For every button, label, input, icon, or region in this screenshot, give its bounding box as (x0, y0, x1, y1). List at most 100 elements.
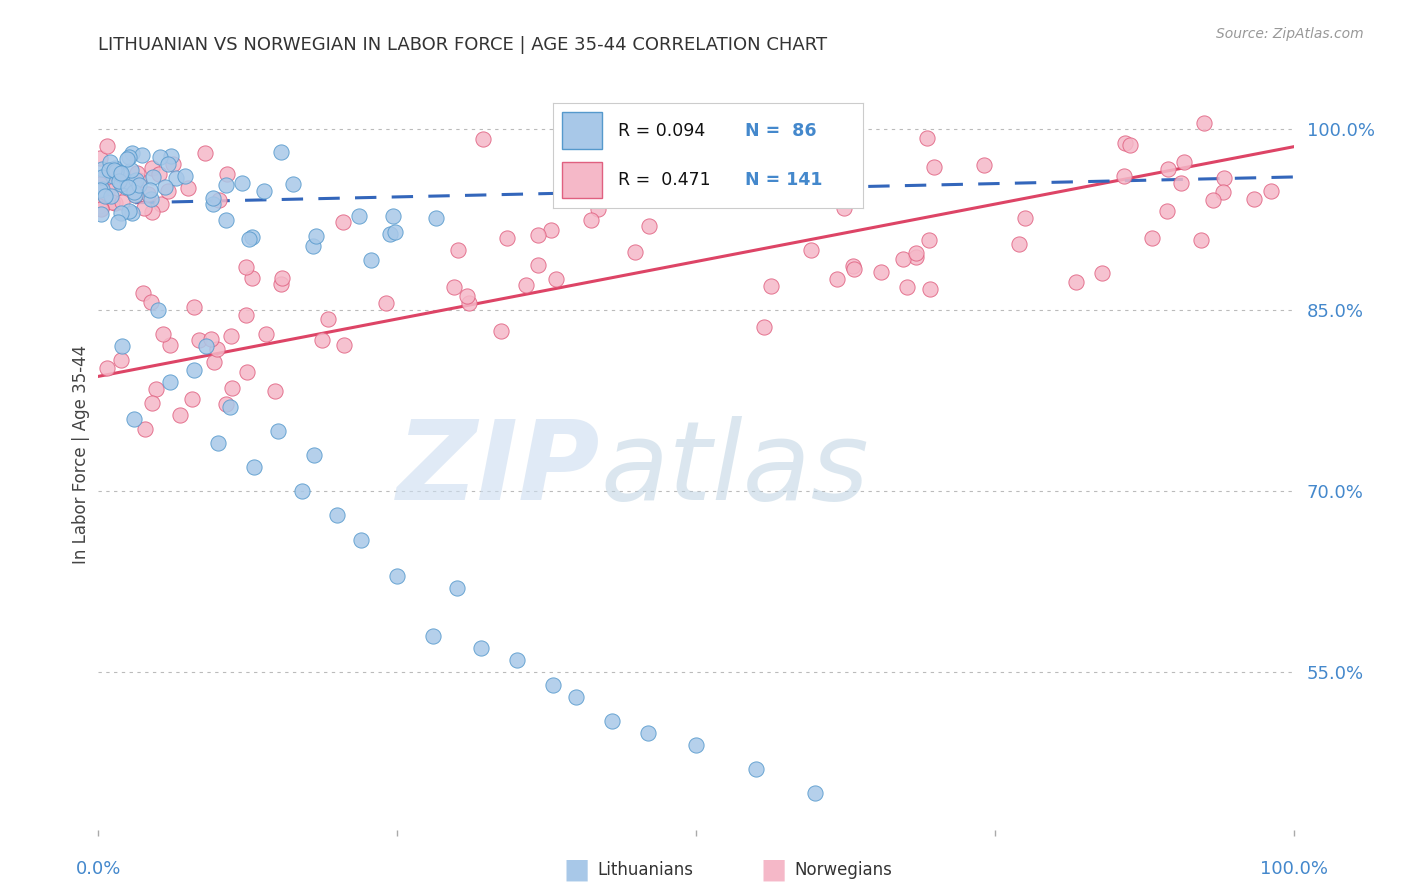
Point (141, 161, 163, 175)
Point (588, 202, 610, 216)
Point (231, 176, 253, 190)
Point (456, 288, 478, 302)
Point (98, 154, 121, 169)
Point (267, 424, 290, 438)
Point (132, 285, 155, 300)
Point (152, 326, 174, 341)
Point (904, 250, 927, 264)
Point (291, 484, 314, 499)
Point (103, 183, 125, 197)
Point (575, 157, 598, 171)
Point (831, 156, 853, 170)
Point (91, 162, 114, 177)
Point (637, 726, 659, 740)
Point (270, 145, 292, 159)
Point (87, 196, 110, 211)
Point (374, 296, 396, 310)
Point (139, 294, 162, 309)
Point (108, 167, 131, 181)
Point (1243, 192, 1265, 206)
Point (1118, 137, 1140, 152)
Point (1112, 169, 1135, 183)
Point (918, 282, 941, 296)
Point (195, 339, 218, 353)
Point (311, 333, 333, 347)
Point (107, 214, 129, 228)
Point (100, 188, 122, 202)
Point (174, 169, 197, 183)
Point (157, 184, 180, 198)
Point (470, 641, 492, 656)
Point (165, 171, 187, 186)
Point (904, 245, 927, 260)
Point (98, 162, 121, 177)
Point (541, 677, 564, 691)
Point (181, 392, 204, 407)
Point (624, 244, 647, 259)
Point (96, 139, 118, 153)
Point (1189, 233, 1212, 247)
Point (110, 178, 132, 192)
Point (103, 169, 125, 184)
Text: Source: ZipAtlas.com: Source: ZipAtlas.com (1216, 27, 1364, 41)
Point (183, 363, 205, 377)
Point (200, 333, 222, 347)
Point (638, 219, 661, 234)
Point (506, 653, 529, 667)
Point (91, 181, 114, 195)
Point (271, 271, 294, 285)
Point (333, 337, 356, 351)
Point (162, 156, 184, 170)
Point (825, 271, 848, 285)
Point (124, 187, 146, 202)
Point (238, 232, 260, 246)
Point (217, 167, 239, 181)
Point (90, 201, 112, 215)
Point (302, 239, 325, 253)
Point (128, 173, 150, 187)
Point (117, 180, 139, 194)
Point (215, 397, 238, 411)
Point (202, 355, 225, 369)
Point (194, 145, 217, 160)
Point (134, 422, 156, 436)
Text: 0.0%: 0.0% (76, 860, 121, 878)
Point (207, 435, 229, 450)
Text: ■: ■ (564, 855, 589, 884)
Point (111, 339, 134, 353)
Point (761, 278, 783, 293)
Point (90, 172, 112, 186)
Point (713, 185, 735, 199)
Point (108, 174, 131, 188)
Point (111, 195, 134, 210)
Point (1192, 115, 1215, 129)
Point (141, 396, 163, 410)
Point (446, 581, 468, 595)
Point (422, 629, 444, 643)
Point (110, 352, 132, 367)
Point (221, 381, 243, 395)
Point (90, 202, 112, 216)
Point (235, 260, 257, 274)
Point (685, 738, 707, 752)
Point (121, 145, 143, 160)
Point (202, 191, 225, 205)
Point (665, 135, 688, 149)
Point (602, 714, 624, 728)
Point (281, 177, 304, 191)
Point (104, 196, 127, 211)
Point (723, 145, 745, 160)
Point (349, 209, 371, 223)
Text: ■: ■ (761, 855, 786, 884)
Point (103, 162, 125, 177)
Point (678, 136, 700, 150)
Point (253, 184, 276, 198)
Point (149, 150, 172, 164)
Point (148, 302, 170, 317)
Text: Lithuanians: Lithuanians (598, 861, 693, 879)
Point (202, 196, 225, 211)
Point (142, 169, 165, 184)
Point (489, 325, 512, 339)
Point (305, 229, 328, 244)
Point (586, 115, 609, 129)
